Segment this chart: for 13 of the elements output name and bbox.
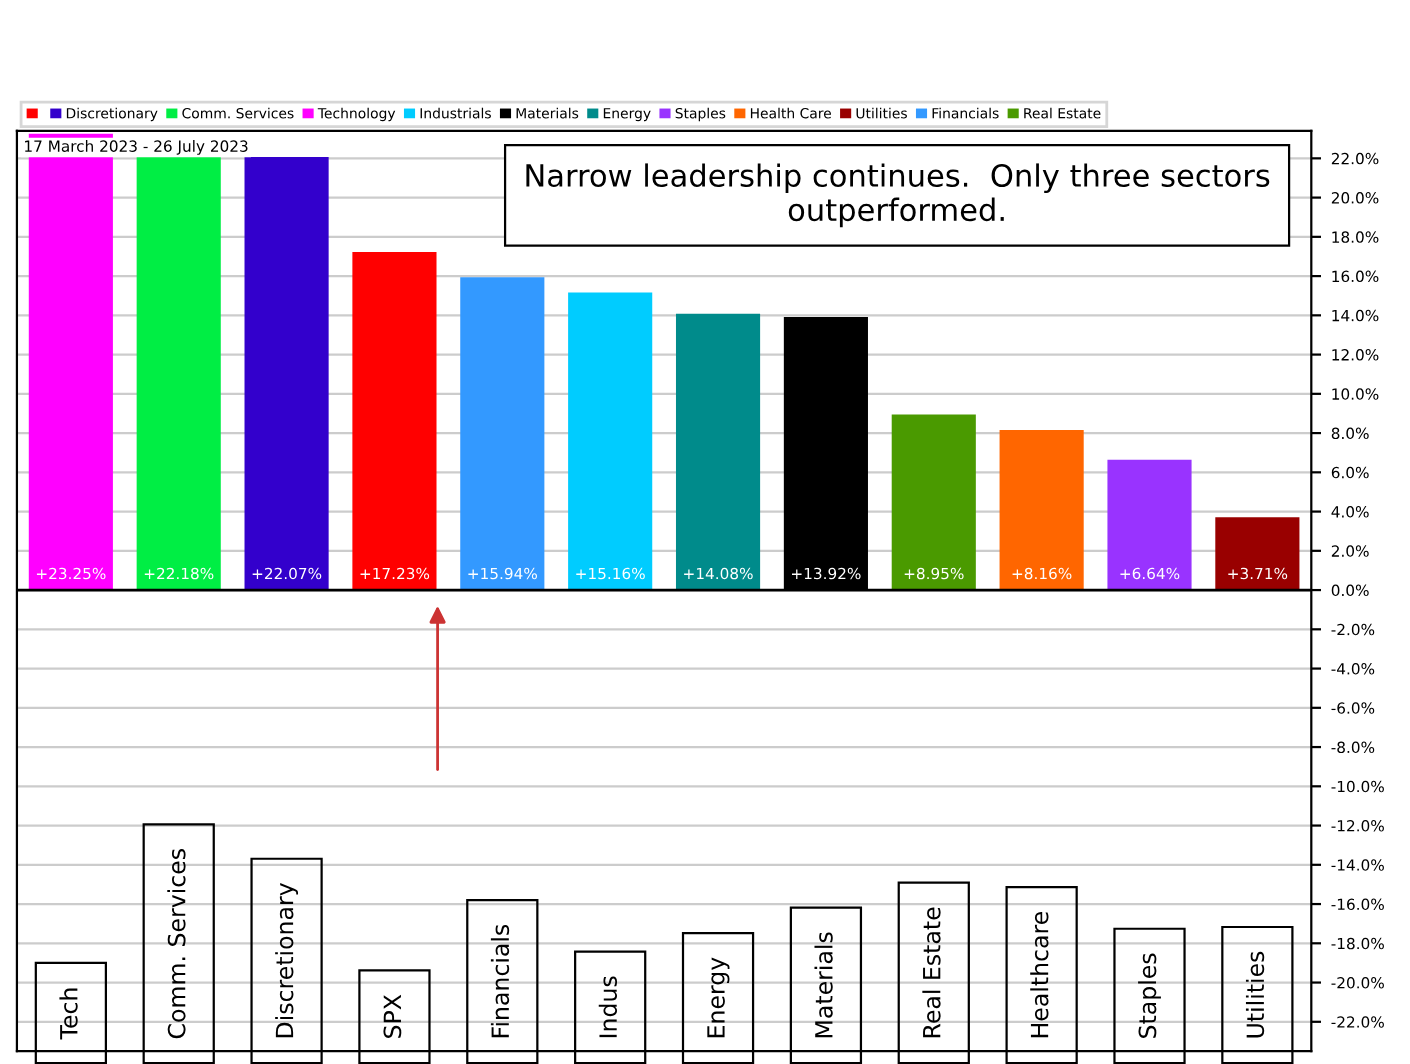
x-tick-label: Discretionary	[275, 883, 299, 1038]
x-tick-label: Materials	[814, 932, 833, 1038]
x-tick-label: Tech	[59, 988, 78, 1040]
x-tick-label: Utilities	[1245, 951, 1265, 1038]
x-tick-label: Energy	[707, 957, 730, 1038]
x-tick-label: Financials	[490, 924, 510, 1038]
x-tick-label: Indus	[598, 976, 618, 1038]
x-tick-label: Staples	[1138, 953, 1161, 1038]
x-tick-label: Healthcare	[1030, 912, 1049, 1038]
x-tick-label: Comm. Services	[167, 849, 186, 1039]
x-tick-label: Real Estate	[922, 907, 941, 1038]
x-tick-label: SPX	[383, 994, 402, 1038]
annotation: Narrow leadership continues. Only three sectors outperformed.	[526, 163, 1270, 228]
